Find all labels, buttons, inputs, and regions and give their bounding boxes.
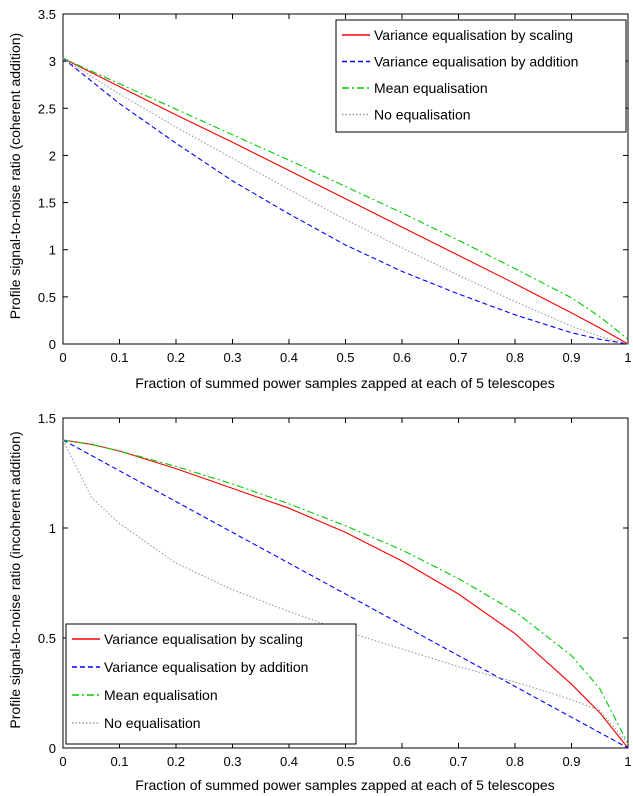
legend-label-1: Variance equalisation by scaling bbox=[374, 27, 573, 43]
legend-label-3: Mean equalisation bbox=[374, 80, 488, 96]
x-tick-label: 0.3 bbox=[223, 754, 241, 769]
x-tick-label: 0.5 bbox=[336, 350, 354, 365]
legend-label-2: Variance equalisation by addition bbox=[104, 659, 308, 675]
x-tick-label: 0 bbox=[59, 754, 66, 769]
y-tick-label: 2 bbox=[49, 148, 56, 163]
legend: Variance equalisation by scaling Variance… bbox=[335, 19, 627, 133]
series-line-1 bbox=[62, 57, 629, 345]
x-tick-label: 0.2 bbox=[167, 350, 185, 365]
x-tick-label: 0.6 bbox=[393, 350, 411, 365]
series-line-2 bbox=[62, 439, 629, 749]
y-tick-label: 3.5 bbox=[38, 7, 56, 22]
series-line-1 bbox=[62, 439, 629, 749]
x-axis-label: Fraction of summed power samples zapped … bbox=[135, 777, 554, 793]
x-tick-label: 0.9 bbox=[562, 350, 580, 365]
x-tick-label: 0.1 bbox=[110, 754, 128, 769]
x-tick-label: 0.4 bbox=[280, 754, 298, 769]
chart-incoherent-addition: Fraction of summed power samples zapped … bbox=[7, 411, 632, 793]
y-tick-label: 1 bbox=[49, 521, 56, 536]
x-tick-label: 0.5 bbox=[336, 754, 354, 769]
x-tick-label: 0.7 bbox=[449, 754, 467, 769]
chart-coherent-addition: Fraction of summed power samples zapped … bbox=[7, 7, 632, 391]
x-axis-label: Fraction of summed power samples zapped … bbox=[135, 375, 554, 391]
x-tick-label: 1 bbox=[624, 754, 631, 769]
legend-box bbox=[65, 623, 357, 745]
y-axis-label: Profile signal-to-noise ratio (coherent … bbox=[7, 33, 23, 319]
legend-label-4: No equalisation bbox=[374, 107, 471, 123]
x-tick-label: 0.8 bbox=[506, 754, 524, 769]
series-line-2 bbox=[62, 57, 629, 345]
legend-label-1: Variance equalisation by scaling bbox=[104, 631, 303, 647]
x-tick-label: 0.9 bbox=[562, 754, 580, 769]
series-line-3 bbox=[62, 439, 629, 744]
series-line-3 bbox=[62, 57, 629, 340]
y-tick-label: 0 bbox=[49, 337, 56, 352]
y-tick-label: 1.5 bbox=[38, 411, 56, 426]
y-axis-label: Profile signal-to-noise ratio (incoheren… bbox=[7, 431, 23, 728]
x-tick-label: 0.2 bbox=[167, 754, 185, 769]
x-tick-label: 0.1 bbox=[110, 350, 128, 365]
legend-box bbox=[335, 19, 627, 133]
y-tick-label: 2.5 bbox=[38, 101, 56, 116]
y-tick-label: 0.5 bbox=[38, 290, 56, 305]
legend-label-2: Variance equalisation by addition bbox=[374, 54, 578, 70]
x-tick-label: 0 bbox=[59, 350, 66, 365]
legend-label-3: Mean equalisation bbox=[104, 687, 218, 703]
y-tick-label: 1 bbox=[49, 243, 56, 258]
x-tick-label: 0.7 bbox=[449, 350, 467, 365]
y-tick-label: 0.5 bbox=[38, 631, 56, 646]
y-tick-label: 0 bbox=[49, 741, 56, 756]
x-tick-label: 1 bbox=[624, 350, 631, 365]
x-tick-label: 0.3 bbox=[223, 350, 241, 365]
y-tick-label: 3 bbox=[49, 54, 56, 69]
legend-label-4: No equalisation bbox=[104, 715, 201, 731]
y-tick-label: 1.5 bbox=[38, 196, 56, 211]
legend: Variance equalisation by scaling Variance… bbox=[65, 623, 357, 745]
x-tick-label: 0.4 bbox=[280, 350, 298, 365]
x-tick-label: 0.6 bbox=[393, 754, 411, 769]
x-tick-label: 0.8 bbox=[506, 350, 524, 365]
